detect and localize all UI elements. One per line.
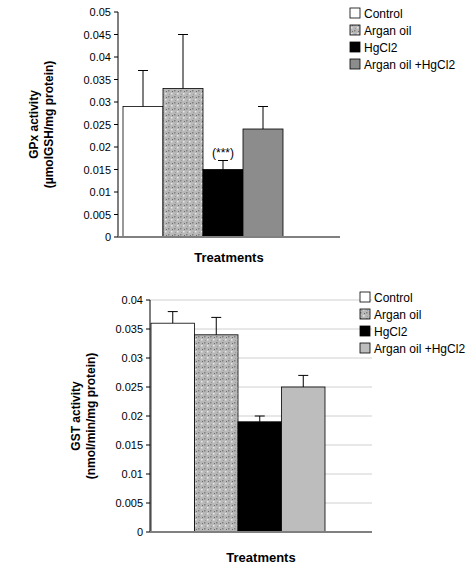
tick-mark xyxy=(146,358,150,359)
bar xyxy=(163,89,203,238)
legend-label: HgCl2 xyxy=(374,325,408,339)
error-bar xyxy=(298,375,308,387)
tick-mark xyxy=(146,416,150,417)
y-axis-label: GST activity xyxy=(69,381,83,451)
tick-label: 0.015 xyxy=(83,164,111,176)
tick-label: 0.025 xyxy=(115,381,143,393)
error-bar xyxy=(138,71,148,107)
bar xyxy=(195,335,239,532)
annotation: (***) xyxy=(212,146,234,160)
tick-label: 0.01 xyxy=(90,186,111,198)
y-axis-label: (nmol/min/mg protein) xyxy=(84,353,98,480)
bar xyxy=(238,422,282,532)
tick-label: 0.025 xyxy=(83,119,111,131)
legend-swatch xyxy=(360,292,370,302)
tick-label: 0.005 xyxy=(83,209,111,221)
tick-mark xyxy=(114,57,118,58)
chart: (***) 0 0.005 0.01 0.015 0.02 0.025 0.03 0.035 0.… xyxy=(27,6,455,265)
error-bar xyxy=(178,35,188,89)
x-axis xyxy=(150,531,372,533)
figure: (***) 0 0.005 0.01 0.015 0.02 0.025 0.03 0.035 0.… xyxy=(0,0,476,572)
error-bar xyxy=(255,416,265,422)
tick-mark xyxy=(114,169,118,170)
bar xyxy=(203,170,243,238)
tick-label: 0.015 xyxy=(115,439,143,451)
chart: 0 0.005 0.01 0.015 0.02 0.025 0.03 0.035 0.04 Tre… xyxy=(69,291,465,566)
error-bar xyxy=(211,317,221,334)
legend-swatch xyxy=(360,309,370,319)
legend: Control Argan oil HgCl2 Argan oil +HgCl2 xyxy=(360,291,465,356)
y-axis-label: GPx activity xyxy=(27,90,41,159)
tick-label: 0.045 xyxy=(83,29,111,41)
tick-mark xyxy=(146,503,150,504)
tick-mark xyxy=(114,147,118,148)
tick-mark xyxy=(114,214,118,215)
tick-mark xyxy=(114,124,118,125)
legend: Control Argan oil HgCl2 Argan oil +HgCl2 xyxy=(350,7,455,72)
legend-label: Control xyxy=(364,7,403,21)
tick-label: 0.035 xyxy=(83,74,111,86)
bar xyxy=(151,323,195,532)
tick-mark xyxy=(146,329,150,330)
tick-label: 0.05 xyxy=(90,6,111,18)
tick-mark xyxy=(114,237,118,238)
tick-mark xyxy=(146,300,150,301)
tick-label: 0.005 xyxy=(115,497,143,509)
grid-line xyxy=(150,300,372,301)
error-bar xyxy=(168,312,178,324)
tick-label: 0 xyxy=(137,526,143,538)
legend-swatch xyxy=(350,59,360,69)
legend-label: Control xyxy=(374,291,413,305)
error-bar xyxy=(218,161,228,170)
bar xyxy=(123,107,163,238)
grid-line xyxy=(150,532,372,533)
x-axis-label: Treatments xyxy=(226,550,295,565)
legend-label: Argan oil xyxy=(374,308,421,322)
plot-area xyxy=(151,312,325,532)
bar xyxy=(282,387,326,532)
tick-label: 0.02 xyxy=(90,141,111,153)
tick-mark xyxy=(114,34,118,35)
tick-label: 0.03 xyxy=(122,352,143,364)
bar xyxy=(243,129,283,237)
y-axis-label: (µmolGSH/mg protein) xyxy=(42,61,56,189)
error-bar xyxy=(258,107,268,130)
legend-label: Argan oil xyxy=(364,24,411,38)
tick-label: 0.02 xyxy=(122,410,143,422)
plot-area xyxy=(123,35,283,238)
legend-swatch xyxy=(360,343,370,353)
tick-mark xyxy=(114,192,118,193)
tick-mark xyxy=(114,79,118,80)
tick-mark xyxy=(114,102,118,103)
legend-label: Argan oil +HgCl2 xyxy=(374,342,465,356)
legend-swatch xyxy=(360,326,370,336)
legend-swatch xyxy=(350,8,360,18)
tick-label: 0.04 xyxy=(90,51,111,63)
tick-label: 0 xyxy=(105,231,111,243)
legend-swatch xyxy=(350,25,360,35)
x-axis xyxy=(118,236,340,238)
tick-mark xyxy=(146,387,150,388)
tick-mark xyxy=(114,12,118,13)
tick-mark xyxy=(146,474,150,475)
tick-label: 0.03 xyxy=(90,96,111,108)
legend-swatch xyxy=(350,42,360,52)
tick-mark xyxy=(146,532,150,533)
tick-label: 0.01 xyxy=(122,468,143,480)
legend-label: HgCl2 xyxy=(364,41,398,55)
legend-label: Argan oil +HgCl2 xyxy=(364,58,455,72)
tick-label: 0.04 xyxy=(122,294,143,306)
tick-label: 0.035 xyxy=(115,323,143,335)
x-axis-label: Treatments xyxy=(194,250,263,265)
tick-mark xyxy=(146,445,150,446)
